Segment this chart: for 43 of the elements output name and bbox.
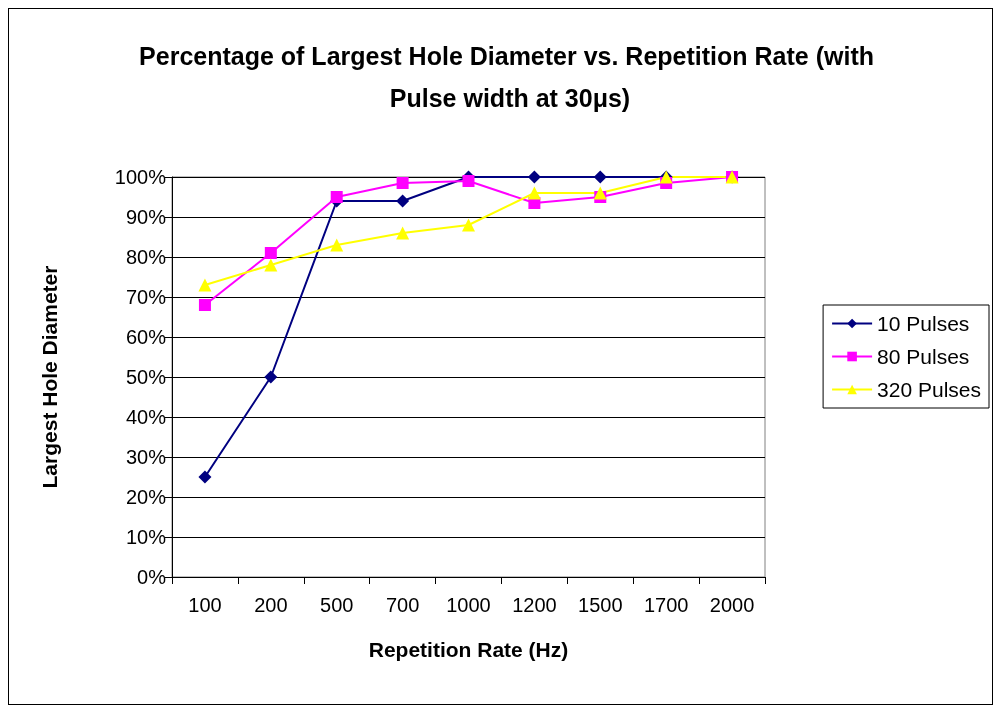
x-tick-label: 1200 xyxy=(512,594,557,616)
point xyxy=(330,238,344,252)
y-tick-label: 90% xyxy=(125,206,167,228)
point xyxy=(264,247,277,259)
point xyxy=(264,370,278,384)
y-tick-label: 60% xyxy=(125,326,167,348)
x-tick-label: 200 xyxy=(254,594,288,616)
point xyxy=(527,186,541,200)
point xyxy=(264,258,278,272)
point xyxy=(462,175,475,187)
y-tick-label: 50% xyxy=(125,366,167,388)
point xyxy=(396,226,410,240)
y-tick-label: 10% xyxy=(125,526,167,548)
point xyxy=(593,170,607,184)
y-tick-label: 20% xyxy=(125,486,167,508)
point xyxy=(527,170,541,184)
y-tick-label: 40% xyxy=(125,406,167,428)
x-axis-title: Repetition Rate (Hz) xyxy=(368,638,569,661)
point xyxy=(396,194,410,208)
point xyxy=(593,186,607,200)
y-tick-label: 0% xyxy=(137,566,167,588)
y-tick-label: 30% xyxy=(125,446,167,468)
x-tick-label: 700 xyxy=(385,594,420,616)
point xyxy=(198,470,212,484)
y-tick-label: 100% xyxy=(114,166,167,188)
x-tick-label: 1000 xyxy=(446,594,491,616)
point xyxy=(198,278,212,292)
legend-label: 10 Pulses xyxy=(877,312,970,335)
legend-label: 320 Pulses xyxy=(877,378,981,401)
legend-label: 80 Pulses xyxy=(877,345,970,368)
x-tick-label: 2000 xyxy=(709,594,755,616)
point xyxy=(462,218,475,232)
point xyxy=(330,191,343,203)
point xyxy=(198,299,211,311)
x-tick-label: 1500 xyxy=(578,594,623,616)
y-tick-label: 80% xyxy=(125,246,167,268)
x-tick-label: 100 xyxy=(188,594,222,616)
y-axis-title: Largest Hole Diameter xyxy=(38,265,61,489)
x-tick-label: 1700 xyxy=(643,594,689,616)
y-tick-label: 70% xyxy=(125,286,167,308)
chart-title: Percentage of Largest Hole Diameter vs. Repetition Rate (with Pulse width at 30μs) xyxy=(139,42,881,112)
point xyxy=(396,177,409,189)
x-tick-label: 500 xyxy=(320,594,354,616)
